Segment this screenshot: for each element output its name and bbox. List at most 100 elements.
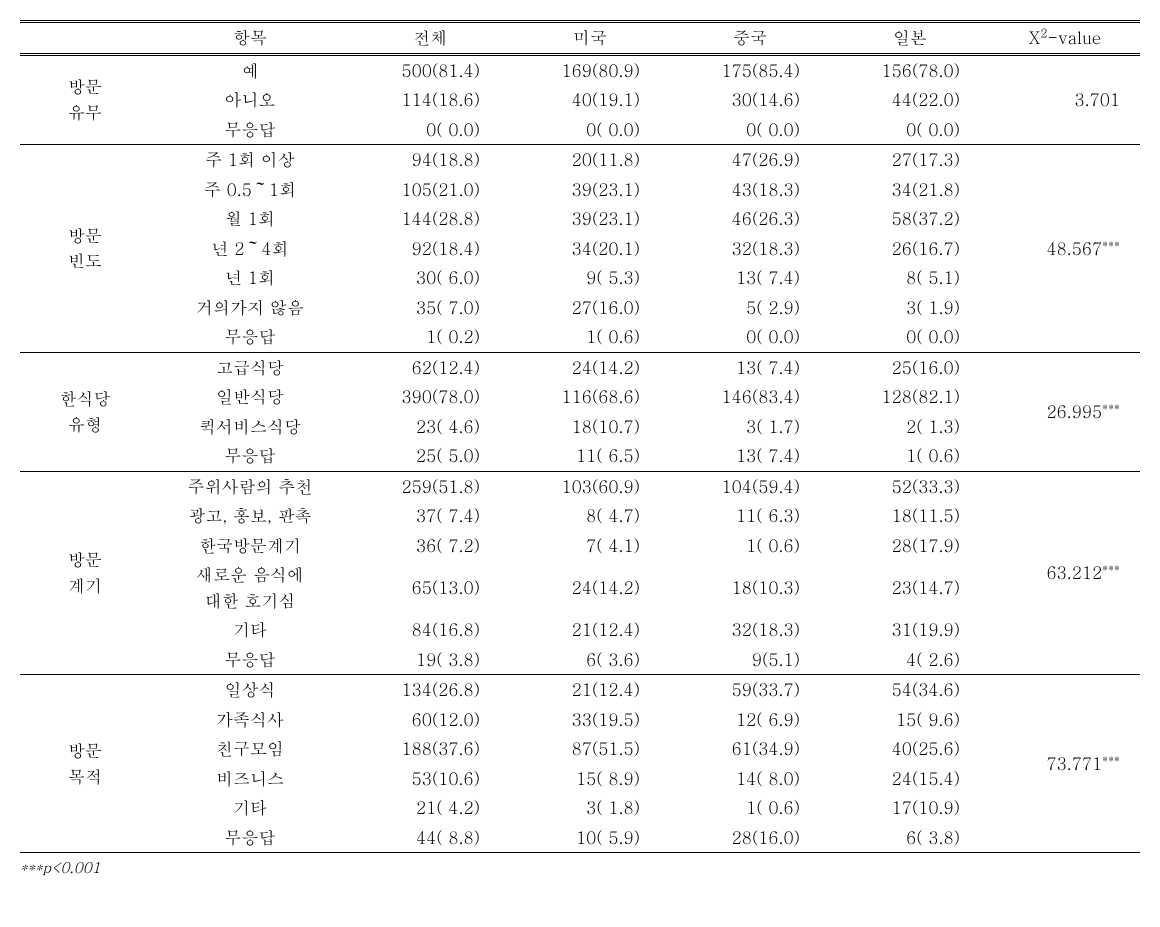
significance-marker: *** xyxy=(1102,751,1120,767)
value-china: 104(59.4) xyxy=(670,471,830,501)
value-usa: 103(60.9) xyxy=(510,471,670,501)
value-usa: 8( 4.7) xyxy=(510,501,670,531)
value-usa: 87(51.5) xyxy=(510,734,670,764)
value-japan: 17(10.9) xyxy=(830,793,990,823)
category-label: 방문유무 xyxy=(20,54,150,145)
item-label: 주위사람의 추천 xyxy=(150,471,350,501)
item-label: 무응답 xyxy=(150,115,350,145)
item-line2: 대한 호기심 xyxy=(205,588,296,612)
header-item: 항목 xyxy=(150,22,350,55)
category-line1: 방문 xyxy=(68,74,102,98)
item-label: 일상식 xyxy=(150,675,350,705)
value-japan: 52(33.3) xyxy=(830,471,990,501)
value-usa: 10( 5.9) xyxy=(510,823,670,853)
value-japan: 24(15.4) xyxy=(830,764,990,794)
value-usa: 7( 4.1) xyxy=(510,531,670,561)
value-usa: 21(12.4) xyxy=(510,675,670,705)
value-usa: 1( 0.6) xyxy=(510,322,670,352)
value-usa: 40(19.1) xyxy=(510,85,670,115)
x2-value: 26.995*** xyxy=(990,352,1140,471)
value-china: 18(10.3) xyxy=(670,560,830,615)
value-china: 175(85.4) xyxy=(670,54,830,85)
item-label: 새로운 음식에대한 호기심 xyxy=(150,560,350,615)
item-label: 광고, 홍보, 판촉 xyxy=(150,501,350,531)
item-label: 예 xyxy=(150,54,350,85)
significance-marker: *** xyxy=(1102,560,1120,576)
value-japan: 18(11.5) xyxy=(830,501,990,531)
value-total: 65(13.0) xyxy=(350,560,510,615)
item-label: 거의가지 않음 xyxy=(150,293,350,323)
value-usa: 6( 3.6) xyxy=(510,645,670,675)
value-japan: 128(82.1) xyxy=(830,382,990,412)
item-line1: 새로운 음식에 xyxy=(196,562,304,586)
category-line2: 계기 xyxy=(68,573,102,597)
value-china: 5( 2.9) xyxy=(670,293,830,323)
value-total: 94(18.8) xyxy=(350,145,510,175)
value-usa: 39(23.1) xyxy=(510,175,670,205)
value-japan: 2( 1.3) xyxy=(830,412,990,442)
value-total: 60(12.0) xyxy=(350,705,510,735)
item-label: 기타 xyxy=(150,615,350,645)
header-total: 전체 xyxy=(350,22,510,55)
value-total: 37( 7.4) xyxy=(350,501,510,531)
value-japan: 15( 9.6) xyxy=(830,705,990,735)
value-usa: 3( 1.8) xyxy=(510,793,670,823)
category-line2: 목적 xyxy=(68,764,102,788)
value-japan: 44(22.0) xyxy=(830,85,990,115)
category-label: 한식당유형 xyxy=(20,352,150,471)
value-total: 92(18.4) xyxy=(350,234,510,264)
value-japan: 34(21.8) xyxy=(830,175,990,205)
value-total: 53(10.6) xyxy=(350,764,510,794)
value-china: 43(18.3) xyxy=(670,175,830,205)
value-usa: 39(23.1) xyxy=(510,204,670,234)
value-total: 188(37.6) xyxy=(350,734,510,764)
value-total: 19( 3.8) xyxy=(350,645,510,675)
header-blank xyxy=(20,22,150,55)
item-label: 무응답 xyxy=(150,441,350,471)
header-japan: 일본 xyxy=(830,22,990,55)
x2-value: 73.771*** xyxy=(990,675,1140,853)
value-japan: 54(34.6) xyxy=(830,675,990,705)
value-japan: 23(14.7) xyxy=(830,560,990,615)
value-total: 134(26.8) xyxy=(350,675,510,705)
item-label: 고급식당 xyxy=(150,352,350,382)
value-usa: 34(20.1) xyxy=(510,234,670,264)
x2-value: 3.701 xyxy=(990,54,1140,145)
value-japan: 8( 5.1) xyxy=(830,263,990,293)
value-japan: 27(17.3) xyxy=(830,145,990,175)
item-label: 친구모임 xyxy=(150,734,350,764)
value-china: 1( 0.6) xyxy=(670,793,830,823)
value-china: 12( 6.9) xyxy=(670,705,830,735)
value-china: 13( 7.4) xyxy=(670,441,830,471)
value-japan: 26(16.7) xyxy=(830,234,990,264)
category-line1: 한식당 xyxy=(60,386,111,410)
header-x2: X2-value xyxy=(990,22,1140,55)
value-china: 13( 7.4) xyxy=(670,352,830,382)
value-total: 25( 5.0) xyxy=(350,441,510,471)
value-japan: 58(37.2) xyxy=(830,204,990,234)
value-china: 146(83.4) xyxy=(670,382,830,412)
header-china: 중국 xyxy=(670,22,830,55)
item-label: 년 1회 xyxy=(150,263,350,293)
value-china: 13( 7.4) xyxy=(670,263,830,293)
value-japan: 40(25.6) xyxy=(830,734,990,764)
item-label: 가족식사 xyxy=(150,705,350,735)
value-china: 11( 6.3) xyxy=(670,501,830,531)
value-china: 30(14.6) xyxy=(670,85,830,115)
significance-marker: *** xyxy=(1102,399,1120,415)
value-total: 259(51.8) xyxy=(350,471,510,501)
item-label: 퀵서비스식당 xyxy=(150,412,350,442)
item-label: 비즈니스 xyxy=(150,764,350,794)
value-total: 23( 4.6) xyxy=(350,412,510,442)
header-usa: 미국 xyxy=(510,22,670,55)
value-usa: 116(68.6) xyxy=(510,382,670,412)
value-total: 84(16.8) xyxy=(350,615,510,645)
item-label: 년 2～4회 xyxy=(150,234,350,264)
value-usa: 15( 8.9) xyxy=(510,764,670,794)
category-label: 방문계기 xyxy=(20,471,150,675)
chi-square-table: 항목전체미국중국일본X2-value방문유무예500(81.4)169(80.9… xyxy=(20,20,1140,853)
value-china: 32(18.3) xyxy=(670,615,830,645)
category-line1: 방문 xyxy=(68,223,102,247)
value-total: 0( 0.0) xyxy=(350,115,510,145)
value-total: 21( 4.2) xyxy=(350,793,510,823)
